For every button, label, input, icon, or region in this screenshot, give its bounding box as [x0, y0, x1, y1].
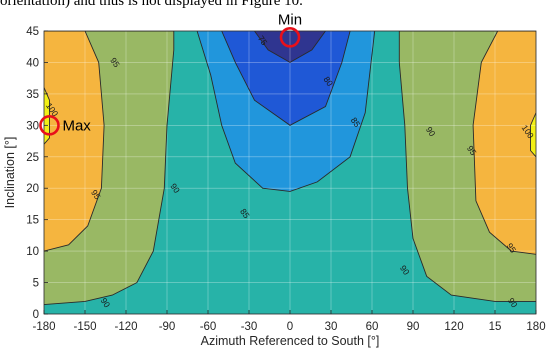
x-axis-ticks: -180 -150 -120 -90 -60 -30 0 30 60 90 120 15 180 [32, 310, 546, 333]
x-axis-label: Azimuth Referenced to South [°] [201, 334, 380, 348]
region-100-right [473, 31, 536, 255]
contour-75 [254, 31, 326, 63]
x-tick-label: 120 [444, 321, 463, 333]
x-tick-label: 30 [325, 321, 338, 333]
y-tick-label: 10 [26, 246, 39, 258]
x-tick-label: 180 [526, 321, 545, 333]
contour-90-left [44, 31, 175, 306]
y-tick-label: 40 [26, 57, 39, 69]
y-tick-label: 5 [33, 278, 39, 290]
contour-95-right [472, 31, 536, 255]
figure-caption-fragment: orientation) and thus is not displayed i… [0, 0, 303, 9]
y-tick-label: 0 [33, 309, 39, 321]
y-axis-label: Inclination [°] [3, 137, 17, 209]
x-tick-label: -180 [32, 321, 55, 333]
y-tick-label: 25 [26, 152, 39, 164]
x-tick-label: 90 [407, 321, 420, 333]
x-tick-label: -90 [159, 321, 176, 333]
x-tick-label: -30 [241, 321, 258, 333]
contour-80 [221, 31, 351, 126]
contour-85 [196, 31, 376, 192]
marker-label-min: Min [278, 11, 302, 28]
y-tick-label: 30 [26, 120, 39, 132]
y-tick-label: 35 [26, 89, 39, 101]
y-tick-label: 45 [26, 26, 39, 38]
marker-min [279, 26, 301, 48]
x-tick-label: -150 [73, 321, 96, 333]
region-100-left [44, 31, 105, 252]
x-tick-label: -60 [200, 321, 217, 333]
x-tick-label: -120 [114, 321, 137, 333]
contour-90-right [398, 31, 536, 302]
marker-layer: Max Min [39, 11, 302, 136]
contour-fill-layer [44, 31, 536, 314]
contour-100-right [530, 112, 536, 158]
contour-line-layer [44, 31, 536, 306]
region-105-right [530, 112, 536, 157]
marker-max [39, 115, 60, 136]
x-tick-label: 60 [366, 321, 379, 333]
x-tick-label: 0 [287, 321, 293, 333]
y-axis-ticks: 0 5 10 15 20 25 30 35 40 45 [26, 26, 48, 321]
y-tick-label: 15 [26, 215, 39, 227]
y-tick-label: 20 [26, 183, 39, 195]
x-tick-label: 15 [489, 321, 502, 333]
region-80 [221, 31, 351, 126]
grid-layer [44, 31, 536, 314]
marker-label-max: Max [62, 117, 91, 134]
contour-95-left [44, 31, 105, 252]
